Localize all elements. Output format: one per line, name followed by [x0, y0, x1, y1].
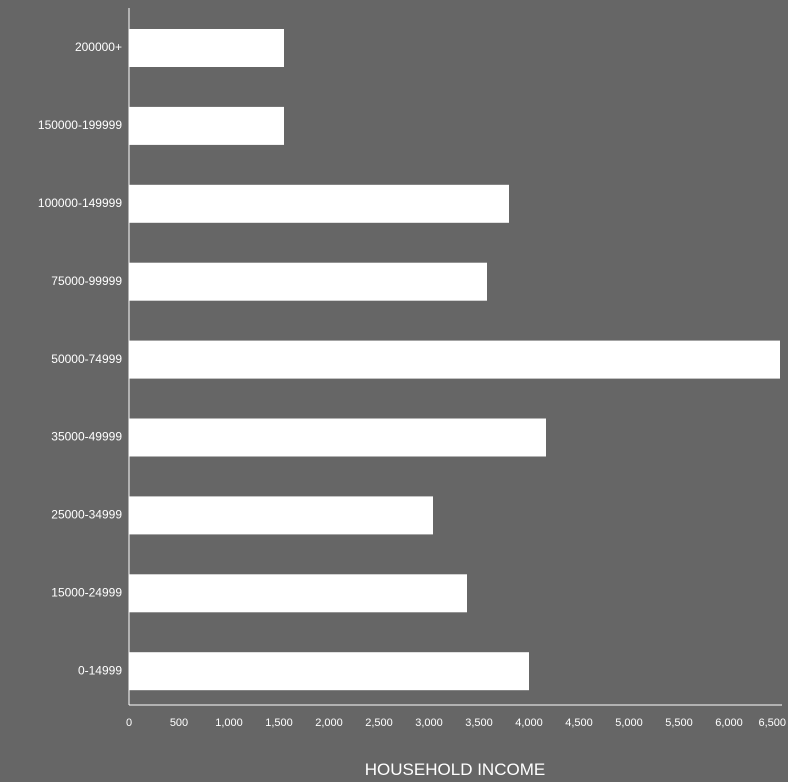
bar-25000-34999 — [129, 496, 433, 535]
category-label: 200000+ — [75, 40, 122, 54]
x-tick-label: 4,000 — [515, 717, 543, 729]
x-axis-ticks: 0 500 1,000 1,500 2,000 2,500 3,000 3,500 4,000 4… — [126, 717, 786, 729]
x-tick-label: 5,000 — [615, 717, 643, 729]
bar-35000-49999 — [129, 418, 546, 457]
bars-layer — [129, 29, 780, 691]
bar-50000-74999 — [129, 340, 780, 379]
bar-0-14999 — [129, 652, 529, 691]
x-tick-label: 0 — [126, 717, 132, 729]
x-tick-label: 6,000 — [715, 717, 743, 729]
bar-150000-199999 — [129, 106, 284, 145]
bar-15000-24999 — [129, 574, 467, 613]
x-tick-label: 3,000 — [415, 717, 443, 729]
category-label: 25000-34999 — [51, 508, 122, 522]
category-label: 50000-74999 — [51, 352, 122, 366]
x-tick-label: 4,500 — [565, 717, 593, 729]
category-label: 75000-99999 — [51, 274, 122, 288]
bar-200000+ — [129, 29, 284, 67]
x-tick-label: 2,500 — [365, 717, 393, 729]
x-tick-label: 1,000 — [215, 717, 243, 729]
x-tick-label: 6,500 — [758, 717, 786, 729]
category-label: 100000-149999 — [38, 196, 122, 210]
x-tick-label: 5,500 — [665, 717, 693, 729]
bar-100000-149999 — [129, 184, 509, 223]
category-label: 0-14999 — [78, 663, 122, 677]
category-labels: 200000+ 150000-199999 100000-149999 75000-9… — [38, 40, 122, 677]
category-label: 150000-199999 — [38, 118, 122, 132]
category-label: 15000-24999 — [51, 585, 122, 599]
bar-75000-99999 — [129, 262, 487, 301]
x-tick-label: 1,500 — [265, 717, 293, 729]
x-tick-label: 500 — [170, 717, 188, 729]
x-axis-title: HOUSEHOLD INCOME — [365, 760, 545, 779]
x-tick-label: 3,500 — [465, 717, 493, 729]
x-tick-label: 2,000 — [315, 717, 343, 729]
category-label: 35000-49999 — [51, 430, 122, 444]
